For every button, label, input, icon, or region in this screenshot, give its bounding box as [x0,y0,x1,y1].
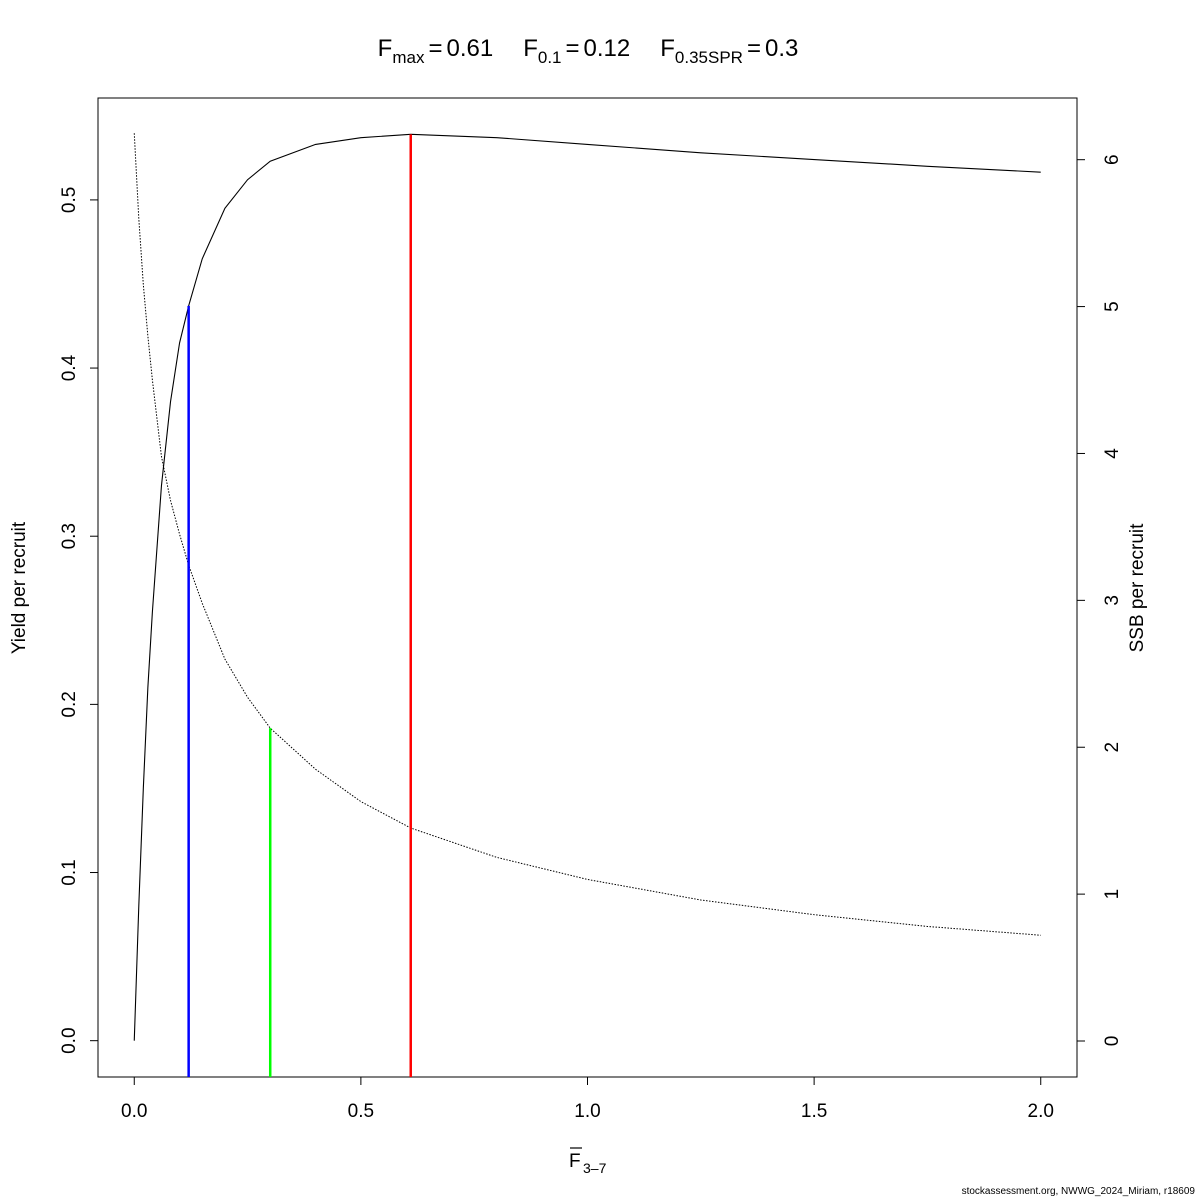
x-tick-label: 0.0 [121,1101,147,1122]
series-line [133,133,1041,936]
y-tick-label: 0.5 [59,187,80,213]
x-tick-label: 1.0 [574,1101,600,1122]
title-sep: = [747,35,761,62]
chart-title: Fmax = 0.61 F0.1 = 0.12 F0.35SPR = 0.3 [378,35,799,67]
y2-tick-label: 4 [1102,448,1123,459]
plot-box [97,97,1078,1078]
title-sub: 0.35SPR [675,48,743,67]
y2-tick-label: 3 [1102,595,1123,606]
title-value: 0.61 [446,35,493,62]
x-tick-label: 2.0 [1028,1101,1054,1122]
footer: stockassessment.org, NWWG_2024_Miriam, r… [962,1186,1196,1197]
x-tick-label: 0.5 [348,1101,374,1122]
title-symbol: F [660,35,675,62]
y2-tick-label: 1 [1102,889,1123,900]
x-axis-label: F 3–7 [569,1147,607,1176]
y-tick-label: 0.2 [59,691,80,717]
title-value: 0.3 [765,35,798,62]
title-sub: max [392,48,425,67]
x-label-sub: 3–7 [583,1160,607,1176]
x-tick-label: 1.5 [801,1101,827,1122]
x-label-main: F [569,1151,581,1172]
title-sep: = [566,35,580,62]
y-tick-label: 0.0 [59,1027,80,1053]
y-tick-label: 0.1 [59,859,80,885]
title-symbol: F [378,35,393,62]
y-axis-label: Yield per recruit [9,521,30,654]
y2-tick-label: 5 [1102,301,1123,312]
y2-tick-label: 6 [1102,154,1123,165]
y2-tick-label: 2 [1102,742,1123,753]
y-tick-label: 0.3 [59,523,80,549]
title-symbol: F [523,35,538,62]
y2-tick-label: 0 [1102,1036,1123,1047]
title-sep: = [428,35,442,62]
series-line [133,133,1041,1041]
title-sub: 0.1 [538,48,562,67]
title-value: 0.12 [584,35,631,62]
y2-axis-label: SSB per recruit [1127,523,1148,653]
y-tick-label: 0.4 [59,354,80,381]
